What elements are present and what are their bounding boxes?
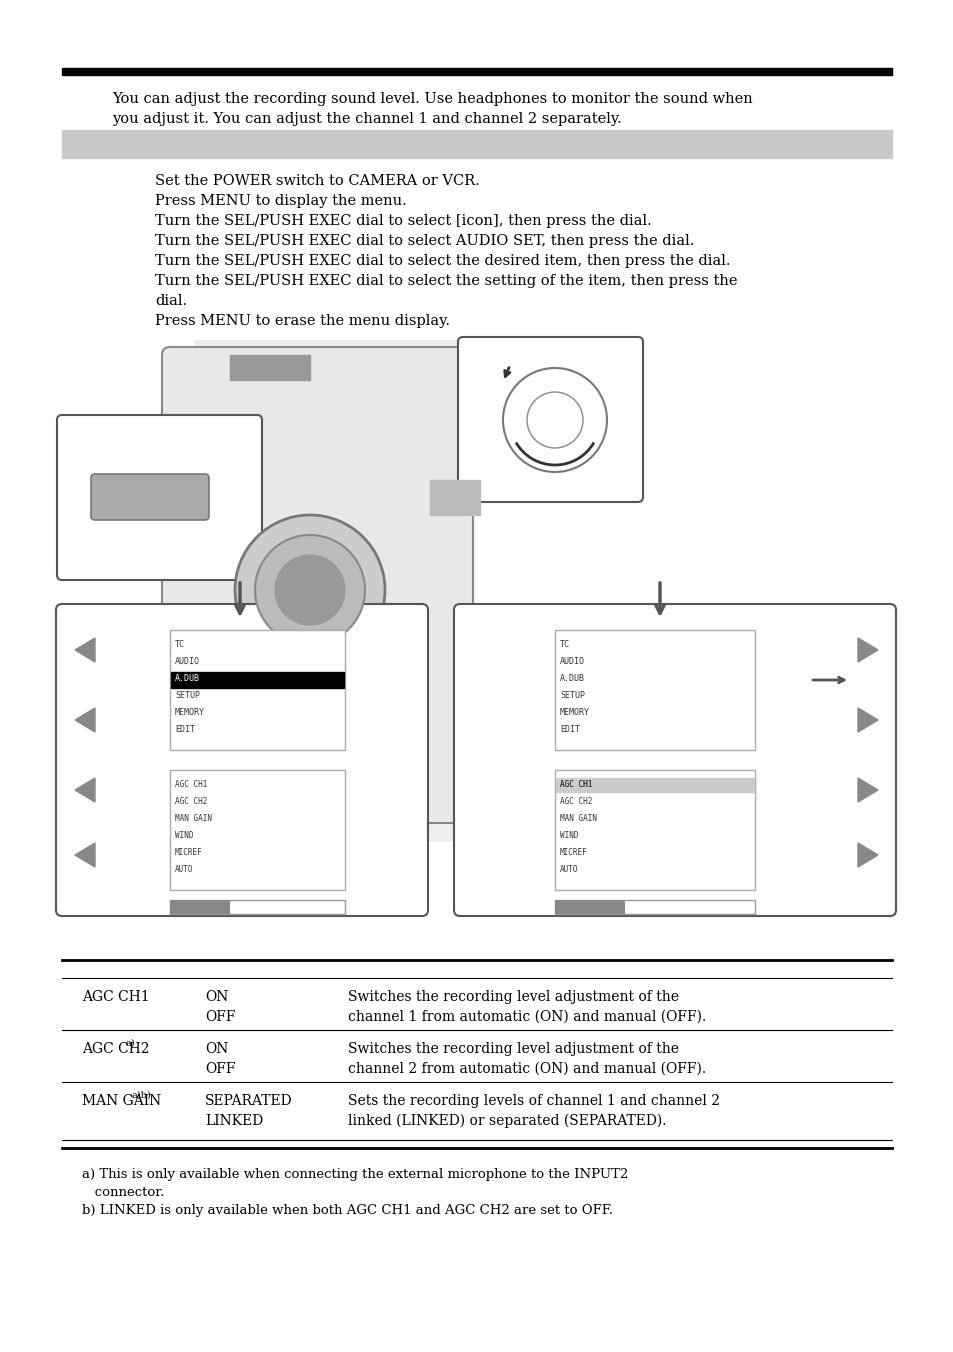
- Polygon shape: [75, 777, 95, 802]
- Text: TC: TC: [559, 639, 569, 649]
- Text: AUTO: AUTO: [174, 865, 193, 873]
- Text: Turn the SEL/PUSH EXEC dial to select the desired item, then press the dial.: Turn the SEL/PUSH EXEC dial to select th…: [154, 254, 730, 268]
- Text: MICREF: MICREF: [174, 848, 203, 857]
- Bar: [170, 900, 345, 914]
- Text: SEPARATED: SEPARATED: [205, 1094, 293, 1109]
- Text: Switches the recording level adjustment of the: Switches the recording level adjustment …: [348, 990, 679, 1005]
- Text: Press MENU to display the menu.: Press MENU to display the menu.: [154, 193, 406, 208]
- Bar: [62, 68, 891, 74]
- Text: Turn the SEL/PUSH EXEC dial to select [icon], then press the dial.: Turn the SEL/PUSH EXEC dial to select [i…: [154, 214, 651, 228]
- Text: connector.: connector.: [82, 1186, 164, 1199]
- Text: AGC CH2: AGC CH2: [82, 1042, 150, 1056]
- Polygon shape: [857, 777, 877, 802]
- Polygon shape: [857, 844, 877, 867]
- Text: a)b): a)b): [132, 1091, 152, 1101]
- Bar: [555, 900, 754, 914]
- Text: MAN GAIN: MAN GAIN: [82, 1094, 161, 1109]
- Text: Switches the recording level adjustment of the: Switches the recording level adjustment …: [348, 1042, 679, 1056]
- Circle shape: [234, 515, 385, 665]
- Text: WIND: WIND: [559, 831, 578, 840]
- Text: you adjust it. You can adjust the channel 1 and channel 2 separately.: you adjust it. You can adjust the channe…: [112, 112, 621, 126]
- Text: Sets the recording levels of channel 1 and channel 2: Sets the recording levels of channel 1 a…: [348, 1094, 720, 1109]
- Bar: [430, 480, 479, 515]
- Polygon shape: [75, 844, 95, 867]
- Text: MEMORY: MEMORY: [174, 708, 205, 717]
- Text: channel 1 from automatic (ON) and manual (OFF).: channel 1 from automatic (ON) and manual…: [348, 1010, 705, 1023]
- Text: LINKED: LINKED: [205, 1114, 263, 1128]
- FancyBboxPatch shape: [162, 347, 473, 823]
- Text: ON: ON: [205, 990, 228, 1005]
- Text: AGC CH1: AGC CH1: [174, 780, 207, 790]
- FancyBboxPatch shape: [56, 604, 428, 917]
- FancyBboxPatch shape: [57, 415, 262, 580]
- FancyBboxPatch shape: [457, 337, 642, 502]
- Text: dial.: dial.: [154, 293, 187, 308]
- Text: Set the POWER switch to CAMERA or VCR.: Set the POWER switch to CAMERA or VCR.: [154, 174, 479, 188]
- Bar: [230, 356, 310, 380]
- Text: AGC CH2: AGC CH2: [174, 796, 207, 806]
- Bar: [555, 900, 624, 914]
- Text: MEMORY: MEMORY: [559, 708, 589, 717]
- Text: AGC CH1: AGC CH1: [559, 780, 592, 790]
- Text: Turn the SEL/PUSH EXEC dial to select AUDIO SET, then press the dial.: Turn the SEL/PUSH EXEC dial to select AU…: [154, 234, 694, 247]
- Text: OFF: OFF: [205, 1010, 235, 1023]
- Text: AGC CH2: AGC CH2: [559, 796, 592, 806]
- Bar: [556, 777, 753, 792]
- Text: AUDIO: AUDIO: [174, 657, 200, 667]
- Text: MAN GAIN: MAN GAIN: [559, 814, 597, 823]
- Text: A.DUB: A.DUB: [174, 675, 200, 683]
- Bar: [171, 672, 344, 688]
- Bar: [62, 330, 891, 930]
- Bar: [170, 630, 345, 750]
- Text: linked (LINKED) or separated (SEPARATED).: linked (LINKED) or separated (SEPARATED)…: [348, 1114, 666, 1129]
- Text: channel 2 from automatic (ON) and manual (OFF).: channel 2 from automatic (ON) and manual…: [348, 1063, 705, 1076]
- Bar: [170, 900, 230, 914]
- Circle shape: [274, 556, 345, 625]
- Text: AUTO: AUTO: [559, 865, 578, 873]
- Text: MAN GAIN: MAN GAIN: [174, 814, 212, 823]
- Bar: [170, 771, 345, 890]
- Text: Turn the SEL/PUSH EXEC dial to select the setting of the item, then press the: Turn the SEL/PUSH EXEC dial to select th…: [154, 274, 737, 288]
- Text: TC: TC: [174, 639, 185, 649]
- Polygon shape: [857, 708, 877, 731]
- Text: a): a): [125, 1038, 135, 1048]
- Text: A.DUB: A.DUB: [559, 675, 584, 683]
- Text: EDIT: EDIT: [559, 725, 579, 734]
- Text: EDIT: EDIT: [174, 725, 194, 734]
- Text: WIND: WIND: [174, 831, 193, 840]
- Polygon shape: [857, 638, 877, 662]
- Bar: [555, 630, 754, 750]
- Text: a) This is only available when connecting the external microphone to the INPUT2: a) This is only available when connectin…: [82, 1168, 628, 1182]
- Text: AUDIO: AUDIO: [559, 657, 584, 667]
- Text: MICREF: MICREF: [559, 848, 587, 857]
- Text: SETUP: SETUP: [174, 691, 200, 700]
- Text: Press MENU to erase the menu display.: Press MENU to erase the menu display.: [154, 314, 450, 329]
- Bar: [555, 771, 754, 890]
- Polygon shape: [75, 638, 95, 662]
- Text: You can adjust the recording sound level. Use headphones to monitor the sound wh: You can adjust the recording sound level…: [112, 92, 752, 105]
- Polygon shape: [75, 708, 95, 731]
- Text: AGC CH1: AGC CH1: [82, 990, 150, 1005]
- Text: OFF: OFF: [205, 1063, 235, 1076]
- FancyBboxPatch shape: [91, 475, 209, 521]
- Circle shape: [254, 535, 365, 645]
- Bar: [62, 130, 891, 158]
- Text: ON: ON: [205, 1042, 228, 1056]
- FancyBboxPatch shape: [454, 604, 895, 917]
- Text: b) LINKED is only available when both AGC CH1 and AGC CH2 are set to OFF.: b) LINKED is only available when both AG…: [82, 1205, 613, 1217]
- Text: SETUP: SETUP: [559, 691, 584, 700]
- Text: AGC CH1: AGC CH1: [559, 780, 592, 790]
- Polygon shape: [194, 339, 459, 840]
